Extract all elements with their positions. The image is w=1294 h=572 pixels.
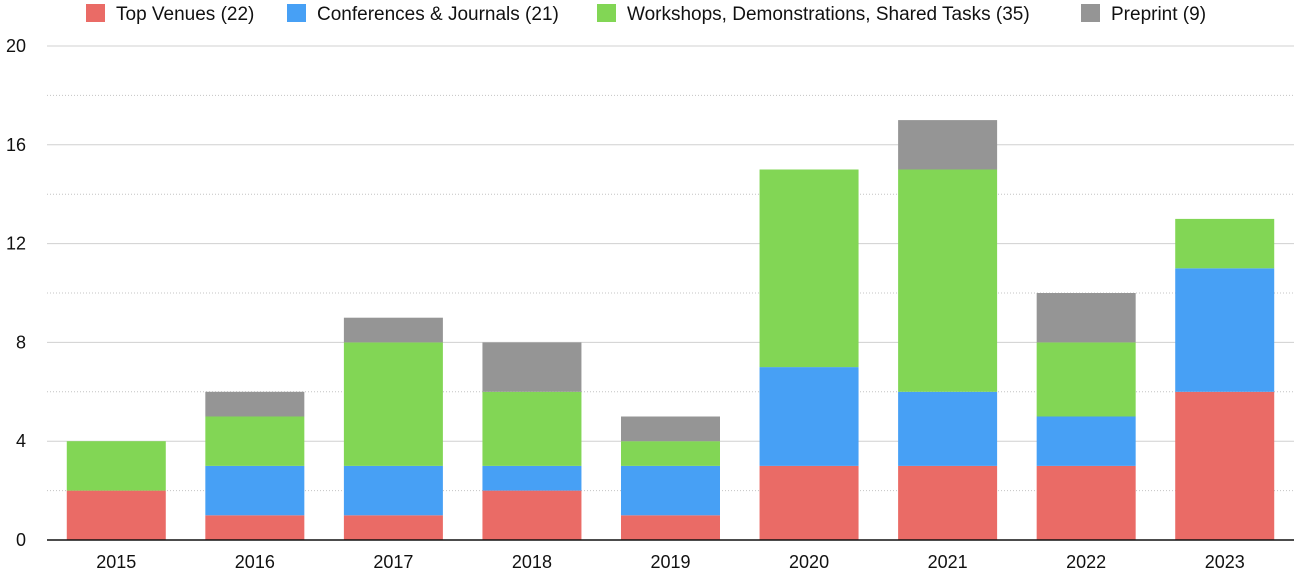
bar-segment-2022-series-0: [1036, 465, 1136, 540]
bar-segment-2017-series-2: [343, 342, 443, 466]
x-tick-label: 2019: [650, 552, 690, 572]
bar-segment-2018-series-1: [482, 465, 582, 491]
legend-label: Conferences & Journals (21): [317, 4, 559, 25]
y-tick-label: 4: [16, 431, 26, 451]
x-tick-label: 2015: [96, 552, 136, 572]
x-tick-label: 2018: [512, 552, 552, 572]
bar-segment-2022-series-2: [1036, 342, 1136, 417]
y-tick-label: 8: [16, 332, 26, 352]
bar-segment-2015-series-2: [66, 441, 166, 491]
y-axis: 0 4 8 12 16 20: [6, 36, 26, 550]
bars: [66, 120, 1275, 540]
x-tick-label: 2020: [789, 552, 829, 572]
bar-segment-2017-series-1: [343, 465, 443, 516]
legend-swatch: [86, 4, 105, 22]
x-tick-label: 2017: [373, 552, 413, 572]
legend-label: Workshops, Demonstrations, Shared Tasks …: [627, 4, 1030, 25]
bar-segment-2021-series-2: [898, 169, 998, 392]
x-tick-label: 2021: [928, 552, 968, 572]
y-tick-label: 12: [6, 234, 26, 254]
bar-segment-2020-series-1: [759, 367, 859, 466]
legend-swatch: [287, 4, 306, 22]
bar-segment-2016-series-1: [205, 465, 305, 516]
bar-segment-2019-series-3: [621, 416, 720, 442]
bar-segment-2021-series-1: [898, 391, 998, 466]
bar-segment-2017-series-3: [343, 317, 443, 343]
bar-segment-2018-series-3: [482, 342, 582, 392]
legend-item: Conferences & Journals (21): [287, 4, 559, 25]
x-tick-label: 2022: [1066, 552, 1106, 572]
bar-segment-2021-series-3: [898, 120, 998, 170]
bar-segment-2020-series-2: [759, 169, 859, 368]
y-tick-label: 0: [16, 530, 26, 550]
y-tick-label: 16: [6, 135, 26, 155]
bar-segment-2018-series-2: [482, 391, 582, 466]
bar-segment-2023-series-2: [1175, 218, 1275, 269]
legend-item: Preprint (9): [1081, 4, 1206, 25]
legend: Top Venues (22) Conferences & Journals (2…: [86, 4, 1206, 25]
bar-segment-2019-series-2: [621, 441, 720, 466]
bar-segment-2016-series-2: [205, 416, 305, 466]
bar-segment-2020-series-0: [759, 465, 859, 540]
bar-segment-2019-series-1: [621, 465, 720, 516]
x-tick-label: 2016: [235, 552, 275, 572]
x-axis: 2015 2016 2017 2018 2019 2020 2021 2022 2023: [47, 539, 1294, 572]
x-tick-label: 2023: [1205, 552, 1245, 572]
legend-swatch: [597, 4, 616, 22]
legend-swatch: [1081, 4, 1100, 22]
bar-segment-2022-series-1: [1036, 416, 1136, 466]
bar-segment-2016-series-3: [205, 391, 305, 417]
bar-segment-2017-series-0: [343, 515, 443, 540]
legend-item: Workshops, Demonstrations, Shared Tasks …: [597, 4, 1030, 25]
bar-segment-2023-series-1: [1175, 268, 1275, 392]
legend-item: Top Venues (22): [86, 4, 254, 25]
bar-segment-2019-series-0: [621, 515, 720, 540]
legend-label: Top Venues (22): [116, 4, 254, 25]
y-tick-label: 20: [6, 36, 26, 56]
bar-segment-2015-series-0: [66, 490, 166, 540]
bar-segment-2021-series-0: [898, 465, 998, 540]
bar-segment-2022-series-3: [1036, 293, 1136, 343]
legend-label: Preprint (9): [1111, 4, 1206, 25]
bar-segment-2018-series-0: [482, 490, 582, 540]
bar-segment-2016-series-0: [205, 515, 305, 540]
bar-segment-2023-series-0: [1175, 391, 1275, 540]
